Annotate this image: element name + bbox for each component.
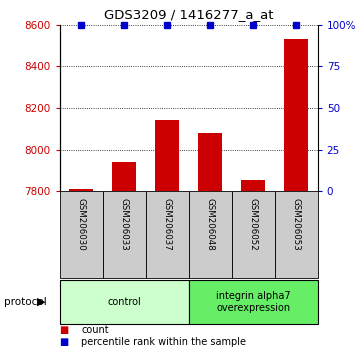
Bar — [241, 180, 265, 191]
Bar — [69, 189, 93, 191]
Bar — [232, 191, 275, 278]
Text: ▶: ▶ — [37, 297, 46, 307]
Text: GSM206030: GSM206030 — [77, 198, 86, 251]
Text: ■: ■ — [60, 337, 69, 347]
Bar — [188, 191, 232, 278]
Text: GSM206037: GSM206037 — [162, 198, 171, 251]
Text: ■: ■ — [60, 325, 69, 335]
Bar — [155, 120, 179, 191]
Bar — [284, 39, 308, 191]
Text: count: count — [81, 325, 109, 335]
Text: GSM206033: GSM206033 — [119, 198, 129, 251]
Bar — [112, 162, 136, 191]
Bar — [145, 191, 188, 278]
Text: GSM206048: GSM206048 — [206, 198, 215, 251]
Text: GSM206053: GSM206053 — [292, 198, 301, 251]
Bar — [60, 280, 188, 324]
Bar — [198, 133, 222, 191]
Bar — [60, 191, 103, 278]
Title: GDS3209 / 1416277_a_at: GDS3209 / 1416277_a_at — [104, 8, 273, 21]
Text: percentile rank within the sample: percentile rank within the sample — [81, 337, 246, 347]
Text: integrin alpha7
overexpression: integrin alpha7 overexpression — [216, 291, 291, 313]
Text: GSM206052: GSM206052 — [249, 198, 258, 251]
Text: protocol: protocol — [4, 297, 46, 307]
Bar — [103, 191, 145, 278]
Bar — [188, 280, 318, 324]
Text: control: control — [107, 297, 141, 307]
Bar — [275, 191, 318, 278]
